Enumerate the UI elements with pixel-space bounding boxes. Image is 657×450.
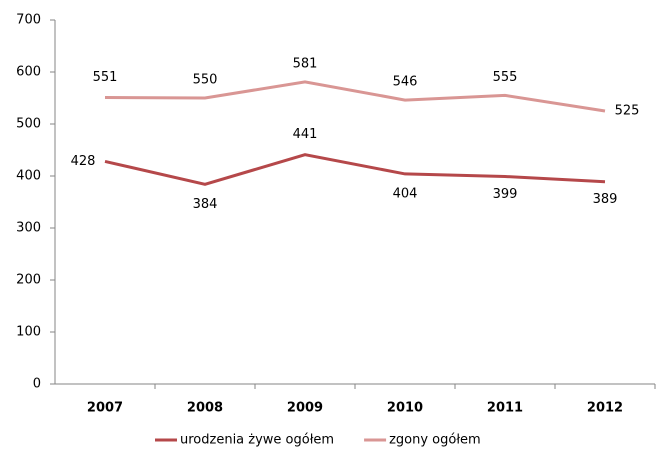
x-tick-label: 2008 [187, 401, 223, 416]
y-tick-label: 200 [16, 273, 41, 288]
legend-label: urodzenia żywe ogółem [180, 433, 334, 448]
data-label: 399 [493, 187, 518, 202]
data-label: 546 [393, 75, 418, 90]
x-tick-label: 2007 [87, 401, 123, 416]
y-tick-label: 0 [33, 377, 41, 392]
y-tick-label: 100 [16, 325, 41, 340]
y-tick-label: 300 [16, 221, 41, 236]
x-tick-label: 2009 [287, 401, 323, 416]
legend-label: zgony ogółem [389, 433, 481, 448]
series-line [104, 80, 606, 113]
data-label: 525 [615, 104, 640, 119]
y-tick-label: 400 [16, 169, 41, 184]
data-label: 555 [493, 70, 518, 85]
data-label: 581 [293, 56, 318, 71]
data-label: 389 [593, 192, 618, 207]
data-label: 404 [393, 186, 418, 201]
data-label: 441 [293, 127, 318, 142]
y-tick-label: 500 [16, 117, 41, 132]
x-tick-label: 2010 [387, 401, 423, 416]
data-label: 428 [71, 154, 96, 169]
y-tick-label: 600 [16, 65, 41, 80]
y-tick-label: 700 [16, 13, 41, 28]
data-label: 550 [193, 73, 218, 88]
series-line [104, 153, 606, 186]
x-tick-label: 2012 [587, 401, 623, 416]
data-label: 384 [193, 197, 218, 212]
data-label: 551 [93, 70, 118, 85]
x-tick-label: 2011 [487, 401, 523, 416]
